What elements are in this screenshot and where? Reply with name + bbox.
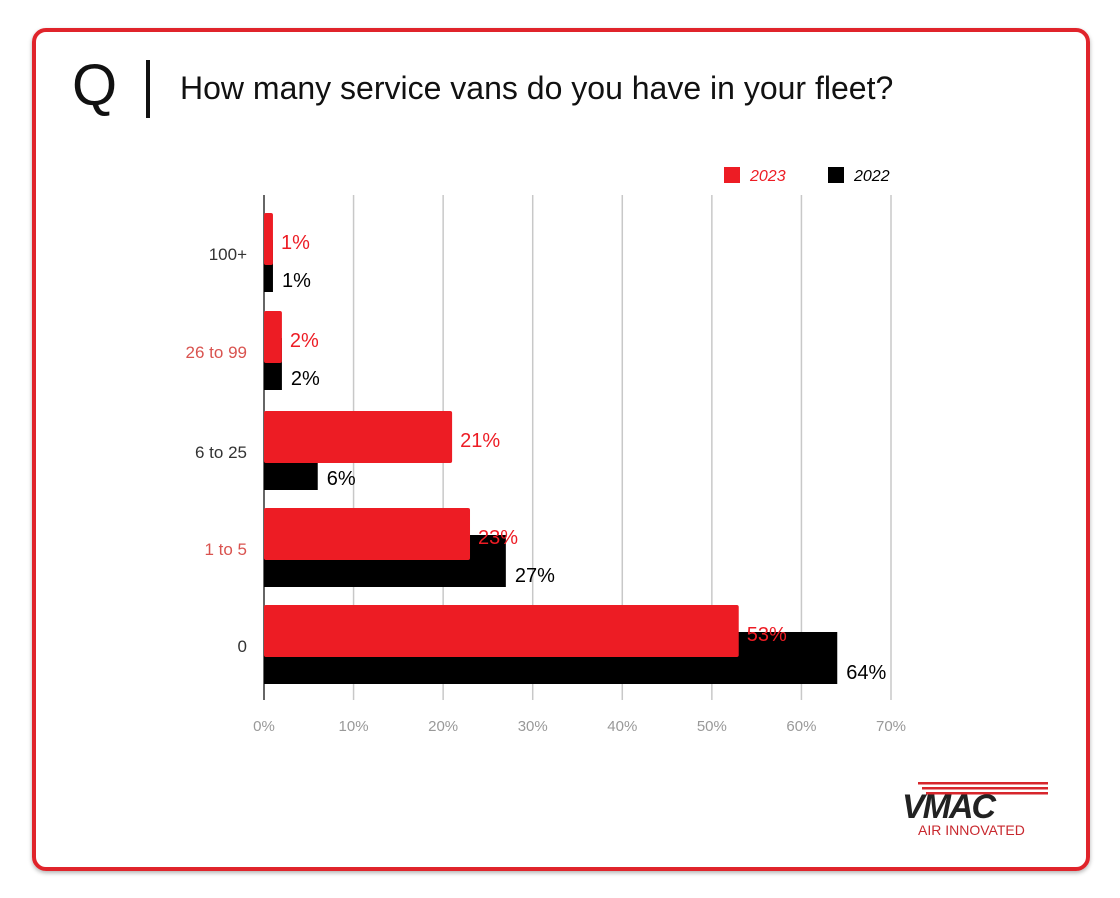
divider — [146, 60, 150, 118]
x-tick-label: 30% — [518, 718, 548, 735]
bar-2023 — [264, 411, 453, 463]
x-tick-label: 60% — [786, 718, 816, 735]
bar-2022 — [264, 240, 273, 292]
x-tick-label: 40% — [607, 718, 637, 735]
legend-label: 2022 — [853, 168, 890, 185]
data-label-2022: 6% — [327, 468, 356, 490]
data-label-2023: 2% — [290, 330, 319, 352]
data-label-2022: 1% — [282, 270, 311, 292]
legend-swatch — [828, 167, 844, 183]
category-label: 1 to 5 — [204, 540, 247, 559]
x-tick-label: 10% — [339, 718, 369, 735]
card-frame — [32, 28, 1090, 871]
legend-swatch — [724, 167, 740, 183]
x-tick-label: 0% — [253, 718, 275, 735]
bar-2023 — [264, 508, 471, 560]
data-label-2023: 21% — [460, 430, 500, 452]
category-label: 26 to 99 — [186, 343, 247, 362]
category-label: 100+ — [209, 245, 247, 264]
category-label: 6 to 25 — [195, 443, 247, 462]
data-label-2022: 27% — [515, 565, 555, 587]
data-label-2023: 23% — [478, 527, 518, 549]
bar-2023 — [264, 311, 282, 363]
x-tick-label: 20% — [428, 718, 458, 735]
data-label-2023: 1% — [281, 232, 310, 254]
vmac-logo: VMAC AIR INNOVATED — [900, 778, 1050, 845]
data-label-2022: 2% — [291, 368, 320, 390]
data-label-2023: 53% — [747, 624, 787, 646]
legend-label: 2023 — [749, 168, 786, 185]
x-tick-label: 50% — [697, 718, 727, 735]
category-label: 0 — [238, 637, 247, 656]
x-tick-label: 70% — [876, 718, 906, 735]
svg-text:VMAC: VMAC — [902, 788, 997, 826]
data-label-2022: 64% — [846, 662, 886, 684]
page-title: How many service vans do you have in you… — [180, 70, 894, 106]
q-mark: Q — [72, 53, 118, 118]
svg-text:AIR INNOVATED: AIR INNOVATED — [918, 822, 1025, 838]
bar-2023 — [264, 213, 273, 265]
bar-2023 — [264, 605, 739, 657]
